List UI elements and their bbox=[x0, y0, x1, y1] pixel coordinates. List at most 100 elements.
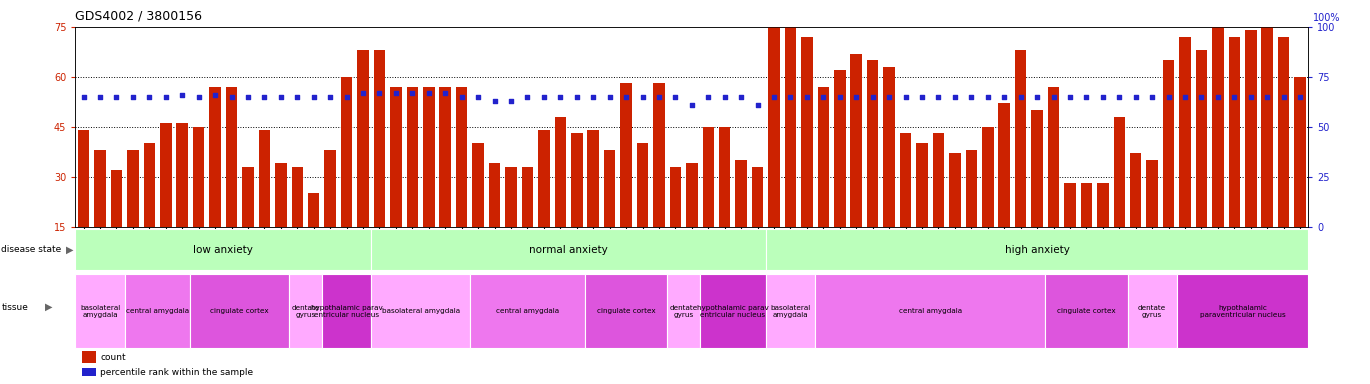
Text: ▶: ▶ bbox=[66, 245, 73, 255]
Bar bbox=[1278, 37, 1289, 276]
Text: disease state: disease state bbox=[1, 245, 62, 254]
Bar bbox=[917, 143, 927, 276]
Text: central amygdala: central amygdala bbox=[496, 308, 559, 314]
Bar bbox=[160, 123, 171, 276]
Bar bbox=[210, 87, 221, 276]
Bar bbox=[571, 133, 582, 276]
Bar bbox=[1064, 183, 1075, 276]
Point bbox=[911, 94, 933, 100]
Point bbox=[1223, 94, 1245, 100]
Bar bbox=[1147, 160, 1158, 276]
Text: basolateral amygdala: basolateral amygdala bbox=[381, 308, 460, 314]
Bar bbox=[95, 150, 105, 276]
Bar bbox=[818, 87, 829, 276]
Bar bbox=[190, 274, 289, 348]
Point bbox=[1026, 94, 1048, 100]
Point bbox=[253, 94, 275, 100]
Bar bbox=[1114, 117, 1125, 276]
Bar bbox=[144, 143, 155, 276]
Bar bbox=[1177, 274, 1308, 348]
Text: basolateral
amygdala: basolateral amygdala bbox=[79, 305, 121, 318]
Bar bbox=[259, 130, 270, 276]
Point bbox=[418, 90, 440, 96]
Point bbox=[484, 98, 506, 104]
Point bbox=[286, 94, 308, 100]
Bar bbox=[1015, 50, 1026, 276]
Text: tissue: tissue bbox=[1, 303, 29, 312]
Bar bbox=[736, 160, 747, 276]
Bar bbox=[1196, 50, 1207, 276]
Point bbox=[582, 94, 604, 100]
Bar bbox=[111, 170, 122, 276]
Bar bbox=[289, 274, 322, 348]
Bar bbox=[177, 123, 188, 276]
Text: ▶: ▶ bbox=[45, 302, 52, 312]
Bar bbox=[982, 127, 993, 276]
Text: hypothalamic parav
entricular nucleus: hypothalamic parav entricular nucleus bbox=[311, 305, 382, 318]
Point bbox=[747, 102, 769, 108]
Bar bbox=[1048, 87, 1059, 276]
Point bbox=[434, 90, 456, 96]
Bar bbox=[390, 87, 401, 276]
Point bbox=[352, 90, 374, 96]
Point bbox=[385, 90, 407, 96]
Bar bbox=[1130, 153, 1141, 276]
Bar bbox=[358, 50, 369, 276]
Bar bbox=[522, 167, 533, 276]
Point bbox=[1010, 94, 1032, 100]
Bar bbox=[322, 274, 371, 348]
Bar bbox=[900, 133, 911, 276]
Point bbox=[927, 94, 949, 100]
Point bbox=[1092, 94, 1114, 100]
Bar bbox=[700, 274, 766, 348]
Bar bbox=[1097, 183, 1108, 276]
Point bbox=[237, 94, 259, 100]
Text: cingulate cortex: cingulate cortex bbox=[597, 308, 655, 314]
Text: percentile rank within the sample: percentile rank within the sample bbox=[100, 368, 253, 377]
Text: high anxiety: high anxiety bbox=[1004, 245, 1070, 255]
Point bbox=[829, 94, 851, 100]
Bar bbox=[1262, 10, 1273, 276]
Bar bbox=[407, 87, 418, 276]
Bar bbox=[1163, 60, 1174, 276]
Point bbox=[270, 94, 292, 100]
Point bbox=[303, 94, 325, 100]
Bar bbox=[815, 274, 1045, 348]
Point bbox=[944, 94, 966, 100]
Bar bbox=[834, 70, 845, 276]
Point bbox=[204, 92, 226, 98]
Point bbox=[1273, 94, 1295, 100]
Bar bbox=[604, 150, 615, 276]
Point bbox=[845, 94, 867, 100]
Bar bbox=[637, 143, 648, 276]
Bar bbox=[867, 60, 878, 276]
Point bbox=[1043, 94, 1064, 100]
Bar bbox=[670, 167, 681, 276]
Bar bbox=[1128, 274, 1177, 348]
Point bbox=[812, 94, 834, 100]
Point bbox=[714, 94, 736, 100]
Bar bbox=[766, 229, 1308, 270]
Text: normal anxiety: normal anxiety bbox=[529, 245, 608, 255]
Point bbox=[796, 94, 818, 100]
Point bbox=[681, 102, 703, 108]
Point bbox=[89, 94, 111, 100]
Bar bbox=[470, 274, 585, 348]
Text: count: count bbox=[100, 353, 126, 362]
Point bbox=[648, 94, 670, 100]
Point bbox=[73, 94, 95, 100]
Point bbox=[500, 98, 522, 104]
Bar bbox=[127, 150, 138, 276]
Bar bbox=[667, 274, 700, 348]
Bar bbox=[585, 274, 667, 348]
Bar bbox=[1245, 30, 1256, 276]
Point bbox=[878, 94, 900, 100]
Bar bbox=[440, 87, 451, 276]
Bar bbox=[456, 87, 467, 276]
Bar bbox=[785, 23, 796, 276]
Bar bbox=[473, 143, 484, 276]
Text: central amygdala: central amygdala bbox=[126, 308, 189, 314]
Point bbox=[780, 94, 801, 100]
Point bbox=[960, 94, 982, 100]
Text: central amygdala: central amygdala bbox=[899, 308, 962, 314]
